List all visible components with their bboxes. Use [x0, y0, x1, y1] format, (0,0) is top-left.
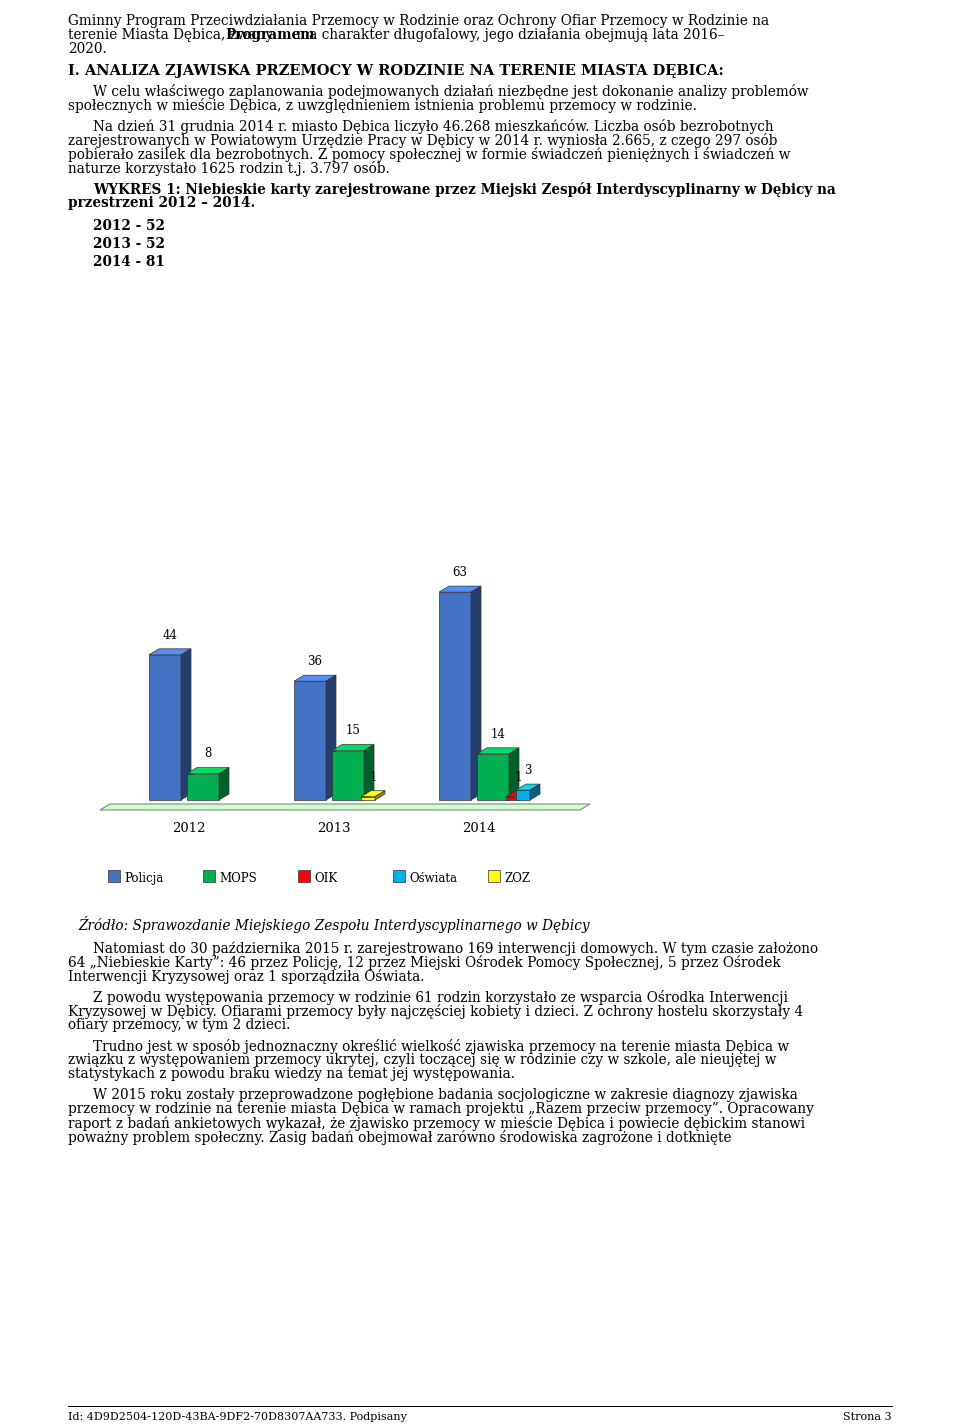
Bar: [203, 870, 215, 883]
Polygon shape: [375, 791, 385, 800]
Text: Oświata: Oświata: [409, 873, 457, 885]
Text: 2012: 2012: [172, 823, 205, 835]
Text: 1: 1: [370, 771, 376, 784]
Polygon shape: [530, 784, 540, 800]
Polygon shape: [219, 768, 229, 800]
Polygon shape: [364, 744, 374, 800]
Text: Strona 3: Strona 3: [844, 1412, 892, 1422]
Polygon shape: [187, 774, 219, 800]
Text: Źródło: Sprawozdanie Miejskiego Zespołu Interdyscyplinarnego w Dębicy: Źródło: Sprawozdanie Miejskiego Zespołu …: [78, 915, 589, 932]
Polygon shape: [516, 790, 530, 800]
Polygon shape: [477, 748, 519, 754]
Polygon shape: [477, 754, 509, 800]
Text: Gminny Program Przeciwdziałania Przemocy w Rodzinie oraz Ochrony Ofiar Przemocy : Gminny Program Przeciwdziałania Przemocy…: [68, 14, 769, 29]
Text: Policja: Policja: [124, 873, 163, 885]
Text: naturze korzystało 1625 rodzin t.j. 3.797 osób.: naturze korzystało 1625 rodzin t.j. 3.79…: [68, 161, 390, 176]
Polygon shape: [149, 655, 181, 800]
Polygon shape: [100, 804, 590, 810]
Text: OIK: OIK: [314, 873, 337, 885]
Polygon shape: [471, 585, 481, 800]
Text: 14: 14: [491, 728, 505, 741]
Polygon shape: [149, 648, 191, 655]
Text: terenie Miasta Dębica, zwany: terenie Miasta Dębica, zwany: [68, 29, 277, 41]
Text: ma charakter długofalowy, jego działania obejmują lata 2016–: ma charakter długofalowy, jego działania…: [292, 29, 725, 41]
Polygon shape: [439, 593, 471, 800]
Polygon shape: [294, 681, 326, 800]
Polygon shape: [506, 791, 530, 797]
Text: 2013: 2013: [317, 823, 350, 835]
Text: 36: 36: [307, 655, 323, 668]
Polygon shape: [516, 784, 540, 790]
Text: Trudno jest w sposób jednoznaczny określić wielkość zjawiska przemocy na terenie: Trudno jest w sposób jednoznaczny określ…: [93, 1040, 789, 1054]
Polygon shape: [520, 791, 530, 800]
Polygon shape: [509, 748, 519, 800]
Text: 15: 15: [346, 724, 360, 737]
Text: przemocy w rodzinie na terenie miasta Dębica w ramach projektu „Razem przeciw pr: przemocy w rodzinie na terenie miasta Dę…: [68, 1102, 814, 1117]
Text: WYKRES 1: Niebieskie karty zarejestrowane przez Miejski Zespół Interdyscyplinarn: WYKRES 1: Niebieskie karty zarejestrowan…: [93, 181, 836, 197]
Text: W celu właściwego zaplanowania podejmowanych działań niezbędne jest dokonanie an: W celu właściwego zaplanowania podejmowa…: [93, 84, 808, 99]
Text: 2013 - 52: 2013 - 52: [93, 237, 165, 251]
Bar: [108, 870, 120, 883]
Text: poważny problem społeczny. Zasig badań obejmował zarówno środowiska zagrożone i : poważny problem społeczny. Zasig badań o…: [68, 1130, 732, 1145]
Text: MOPS: MOPS: [219, 873, 256, 885]
Text: I. ANALIZA ZJAWISKA PRZEMOCY W RODZINIE NA TERENIE MIASTA DĘBICA:: I. ANALIZA ZJAWISKA PRZEMOCY W RODZINIE …: [68, 64, 724, 79]
Polygon shape: [439, 585, 481, 593]
Text: związku z występowaniem przemocy ukrytej, czyli toczącej się w rodzinie czy w sz: związku z występowaniem przemocy ukrytej…: [68, 1052, 777, 1067]
Text: społecznych w mieście Dębica, z uwzględnieniem istnienia problemu przemocy w rod: społecznych w mieście Dębica, z uwzględn…: [68, 99, 697, 113]
Text: 63: 63: [452, 565, 468, 578]
Polygon shape: [326, 675, 336, 800]
Polygon shape: [187, 768, 229, 774]
Bar: [393, 870, 405, 883]
Text: Natomiast do 30 października 2015 r. zarejestrowano 169 interwencji domowych. W : Natomiast do 30 października 2015 r. zar…: [93, 941, 818, 955]
Bar: [488, 870, 500, 883]
Text: 2014: 2014: [463, 823, 495, 835]
Polygon shape: [181, 648, 191, 800]
Text: statystykach z powodu braku wiedzy na temat jej występowania.: statystykach z powodu braku wiedzy na te…: [68, 1067, 515, 1081]
Text: raport z badań ankietowych wykazał, że zjawisko przemocy w mieście Dębica i powi: raport z badań ankietowych wykazał, że z…: [68, 1117, 805, 1131]
Text: 1: 1: [515, 771, 521, 784]
Text: Programem: Programem: [225, 29, 315, 41]
Text: Na dzień 31 grudnia 2014 r. miasto Dębica liczyło 46.268 mieszkańców. Liczba osó: Na dzień 31 grudnia 2014 r. miasto Dębic…: [93, 119, 774, 134]
Text: Id: 4D9D2504-120D-43BA-9DF2-70D8307AA733. Podpisany: Id: 4D9D2504-120D-43BA-9DF2-70D8307AA733…: [68, 1412, 407, 1422]
Text: ofiary przemocy, w tym 2 dzieci.: ofiary przemocy, w tym 2 dzieci.: [68, 1018, 290, 1032]
Polygon shape: [332, 744, 374, 751]
Polygon shape: [361, 797, 375, 800]
Text: Z powodu występowania przemocy w rodzinie 61 rodzin korzystało ze wsparcia Ośrod: Z powodu występowania przemocy w rodzini…: [93, 990, 788, 1005]
Polygon shape: [506, 797, 520, 800]
Text: ZOZ: ZOZ: [504, 873, 530, 885]
Text: pobierało zasilek dla bezrobotnych. Z pomocy społecznej w formie świadczeń pieni: pobierało zasilek dla bezrobotnych. Z po…: [68, 147, 790, 161]
Text: 2020.: 2020.: [68, 41, 107, 56]
Text: przestrzeni 2012 – 2014.: przestrzeni 2012 – 2014.: [68, 196, 255, 210]
Text: zarejestrowanych w Powiatowym Urzędzie Pracy w Dębicy w 2014 r. wyniosła 2.665, : zarejestrowanych w Powiatowym Urzędzie P…: [68, 133, 778, 149]
Text: 3: 3: [524, 764, 532, 777]
Text: 44: 44: [162, 628, 178, 641]
Polygon shape: [361, 791, 385, 797]
Text: 8: 8: [204, 747, 212, 760]
Text: Kryzysowej w Dębicy. Ofiarami przemocy były najczęściej kobiety i dzieci. Z ochr: Kryzysowej w Dębicy. Ofiarami przemocy b…: [68, 1004, 804, 1020]
Text: 2012 - 52: 2012 - 52: [93, 218, 165, 233]
Polygon shape: [332, 751, 364, 800]
Text: 2014 - 81: 2014 - 81: [93, 256, 165, 268]
Polygon shape: [294, 675, 336, 681]
Text: W 2015 roku zostały przeprowadzone pogłębione badania socjologiczne w zakresie d: W 2015 roku zostały przeprowadzone pogłę…: [93, 1088, 798, 1102]
Text: 64 „Niebieskie Karty”: 46 przez Policję, 12 przez Miejski Ośrodek Pomocy Społecz: 64 „Niebieskie Karty”: 46 przez Policję,…: [68, 955, 780, 970]
Bar: [298, 870, 310, 883]
Text: Interwencji Kryzysowej oraz 1 sporządziła Oświata.: Interwencji Kryzysowej oraz 1 sporządził…: [68, 970, 424, 984]
